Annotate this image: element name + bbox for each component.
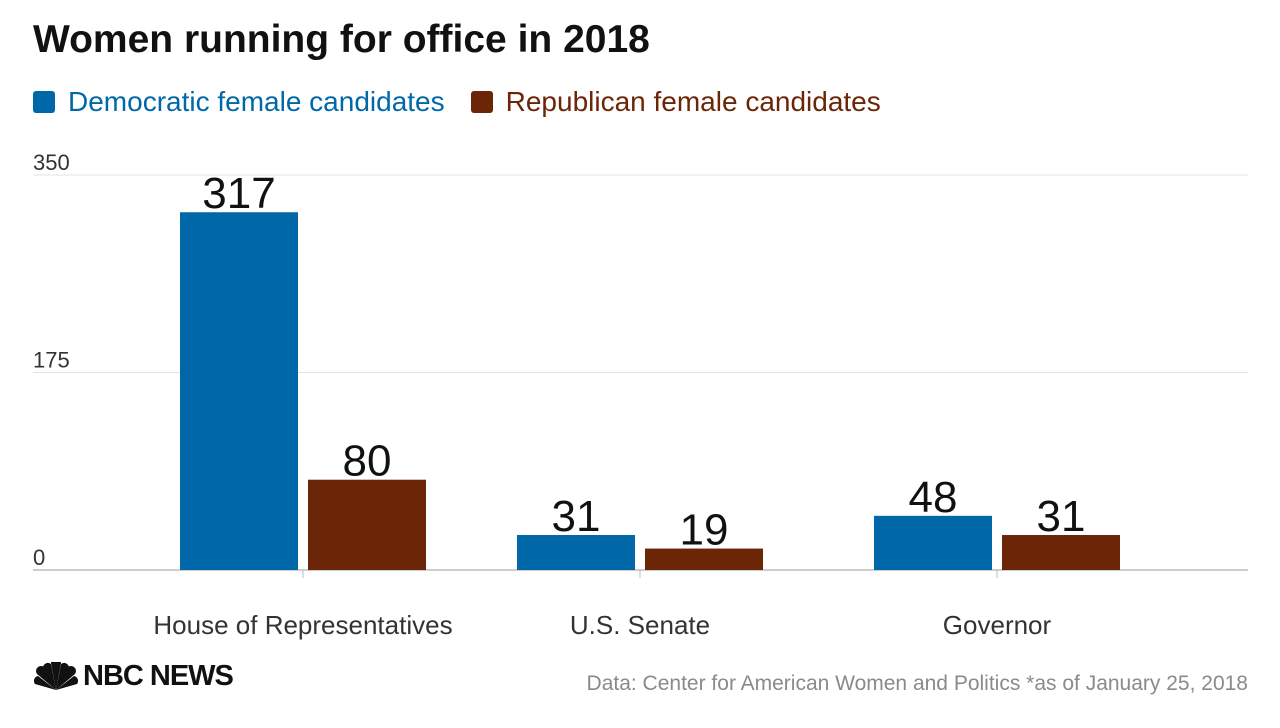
category-label: U.S. Senate: [570, 610, 710, 640]
y-tick-label: 175: [33, 348, 70, 373]
bar: [308, 479, 426, 570]
peacock-icon: [33, 661, 79, 690]
legend-label-republican: Republican female candidates: [505, 86, 881, 117]
legend-swatch-republican: [470, 91, 493, 113]
bar: [180, 212, 298, 570]
logo-text: NBC NEWS: [83, 660, 234, 692]
bar: [1002, 535, 1120, 570]
chart-title: Women running for office in 2018: [33, 18, 650, 61]
y-tick-label: 0: [33, 545, 45, 570]
category-label: Governor: [943, 610, 1052, 640]
source-note: Data: Center for American Women and Poli…: [586, 672, 1248, 695]
legend-swatch-democratic: [33, 91, 55, 113]
legend-item-democratic: Democratic female candidates: [33, 86, 445, 118]
legend-item-republican: Republican female candidates: [470, 86, 881, 118]
bar: [645, 548, 763, 570]
data-label: 80: [343, 437, 392, 486]
legend: Democratic female candidates Republican …: [33, 86, 907, 118]
data-label: 31: [1037, 492, 1086, 541]
data-label: 31: [552, 492, 601, 541]
bar: [874, 515, 992, 570]
data-label: 317: [202, 169, 275, 218]
data-label: 48: [909, 473, 958, 522]
category-label: House of Representatives: [153, 610, 452, 640]
data-label: 19: [680, 506, 729, 555]
bar: [517, 535, 635, 570]
nbc-news-logo: NBC NEWS: [33, 660, 234, 693]
legend-label-democratic: Democratic female candidates: [68, 86, 445, 117]
bar-chart: 0 175 350 House of Representatives 317 80 U.S.…: [33, 150, 1248, 640]
y-tick-label: 350: [33, 150, 70, 175]
